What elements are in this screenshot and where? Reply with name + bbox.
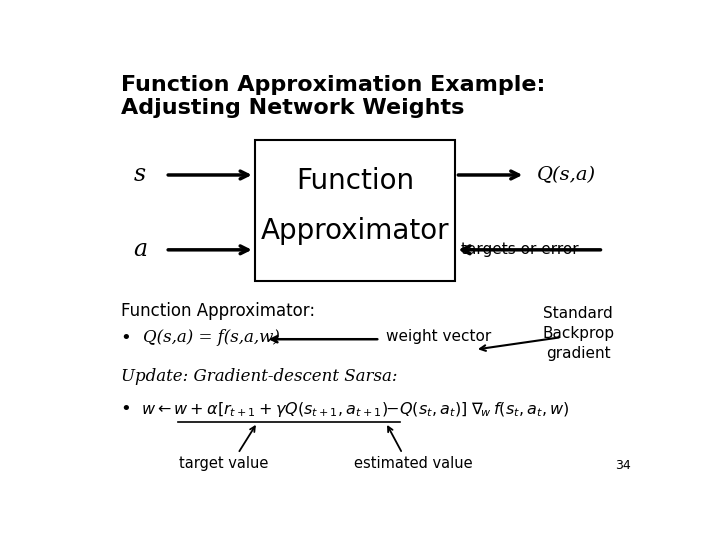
Text: Q(s,a) = f(s,a,w): Q(s,a) = f(s,a,w): [143, 329, 280, 346]
Bar: [255, 140, 456, 281]
Text: •: •: [121, 329, 132, 347]
Text: a: a: [133, 238, 148, 261]
Text: $w \leftarrow w + \alpha[r_{t+1} + \gamma Q(s_{t+1},a_{t+1})$$\!\!-\!Q(s_t,a_t)]: $w \leftarrow w + \alpha[r_{t+1} + \gamm…: [141, 400, 570, 419]
Text: Adjusting Network Weights: Adjusting Network Weights: [121, 98, 464, 118]
Text: target value: target value: [179, 456, 269, 471]
Text: Update: Gradient-descent Sarsa:: Update: Gradient-descent Sarsa:: [121, 368, 397, 386]
Text: Function: Function: [296, 167, 414, 195]
Text: estimated value: estimated value: [354, 456, 473, 471]
Text: weight vector: weight vector: [386, 329, 491, 344]
Text: 34: 34: [616, 460, 631, 472]
Text: Function Approximation Example:: Function Approximation Example:: [121, 75, 545, 95]
Text: Standard
Backprop
gradient: Standard Backprop gradient: [542, 306, 614, 361]
Text: s: s: [134, 164, 146, 186]
Text: targets or error: targets or error: [461, 242, 579, 258]
Text: Function Approximator:: Function Approximator:: [121, 302, 315, 320]
Text: Q(s,a): Q(s,a): [536, 166, 595, 184]
Text: Approximator: Approximator: [261, 217, 449, 245]
Text: •: •: [121, 400, 132, 417]
